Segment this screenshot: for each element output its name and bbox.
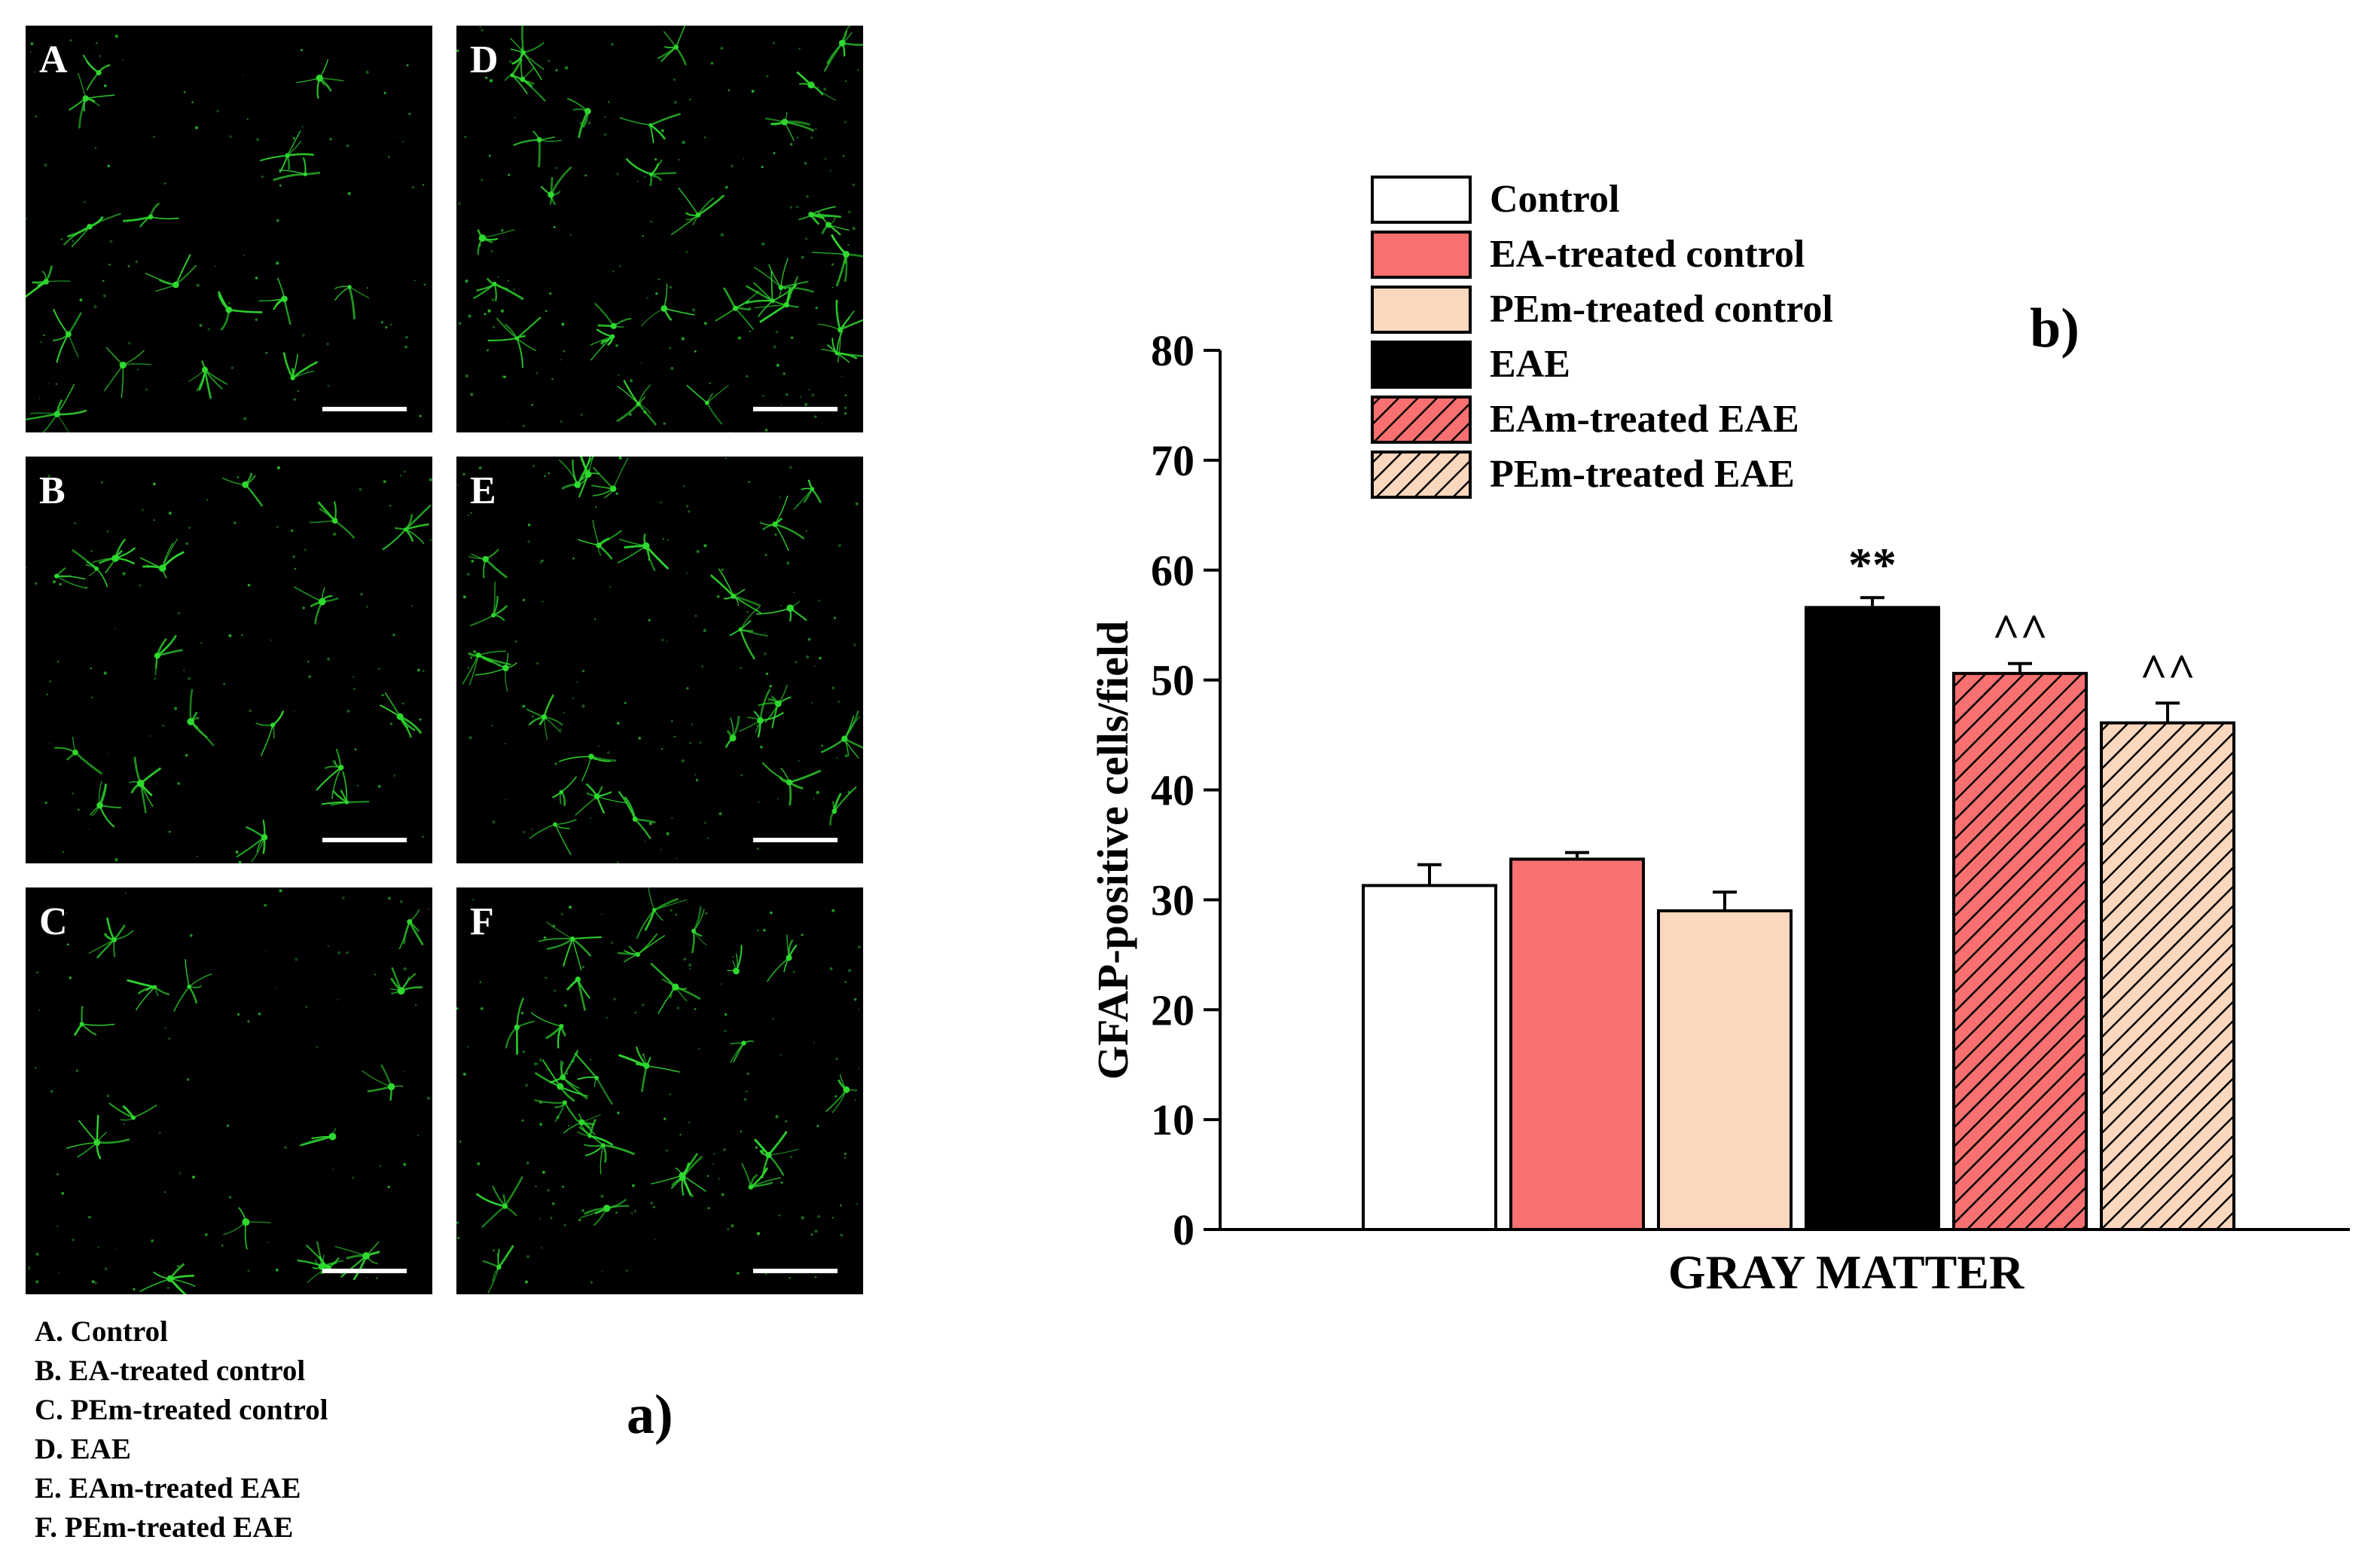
- panel-letter: E: [470, 469, 496, 512]
- bar-chart: 0 10 20 30 40 50 60 70 80 GFAP-positive cells/fie…: [1069, 151, 2365, 1356]
- microscopy-grid: A D B E C F: [26, 26, 863, 1294]
- panel-letter: F: [470, 900, 494, 943]
- micrograph-panel-d: D: [456, 26, 863, 432]
- scale-bar: [753, 1269, 838, 1273]
- legend-label: Control: [1490, 178, 1619, 221]
- y-tick-label: 80: [1151, 326, 1195, 375]
- micrograph-panel-f: F: [456, 887, 863, 1294]
- bar: [1509, 857, 1645, 1231]
- astrocyte-image: [28, 889, 431, 1294]
- caption-item: F. PEm-treated EAE: [35, 1511, 294, 1544]
- y-tick-label: 60: [1151, 546, 1195, 595]
- y-tick-label: 30: [1151, 875, 1195, 924]
- scale-bar: [322, 838, 407, 842]
- micrograph-panel-a: A: [26, 26, 432, 432]
- legend-label: EA-treated control: [1490, 233, 1805, 276]
- y-tick-label: 70: [1151, 436, 1195, 485]
- y-tick-label: 0: [1173, 1205, 1195, 1254]
- bar: [2100, 721, 2235, 1231]
- y-tick-label: 50: [1151, 656, 1195, 705]
- legend-label: EAm-treated EAE: [1490, 398, 1799, 441]
- bar: [1362, 884, 1497, 1231]
- y-tick-label: 40: [1151, 766, 1195, 815]
- panel-a-label: a): [627, 1384, 673, 1446]
- significance-annotation: ^^: [1992, 604, 2048, 658]
- panel-b-label: b): [2030, 298, 2079, 359]
- micrograph-panel-b: B: [26, 457, 432, 863]
- panel-letter: C: [39, 900, 68, 943]
- micrograph-panel-e: E: [456, 457, 863, 863]
- panel-letter: A: [39, 38, 68, 81]
- micrograph-panel-c: C: [26, 887, 432, 1294]
- scale-bar: [322, 1269, 407, 1273]
- legend-swatch: [1371, 286, 1472, 334]
- significance-annotation: ^^: [2140, 643, 2195, 697]
- x-axis-title: GRAY MATTER: [1668, 1245, 2025, 1299]
- panel-letter: D: [470, 38, 499, 81]
- significance-annotation: **: [1848, 538, 1896, 591]
- caption-item: A. Control: [35, 1315, 168, 1348]
- y-tick-label: 20: [1151, 985, 1195, 1034]
- legend-swatch: [1371, 231, 1472, 279]
- caption-item: D. EAE: [35, 1433, 131, 1465]
- legend-label: EAE: [1490, 343, 1570, 386]
- scale-bar: [322, 407, 407, 411]
- legend-swatch: [1371, 176, 1472, 224]
- legend-swatch: [1371, 396, 1472, 444]
- bar: [1952, 671, 2088, 1231]
- y-axis-title: GFAP-positive cells/field: [1088, 621, 1137, 1080]
- legend-swatch: [1371, 341, 1472, 389]
- scale-bar: [753, 407, 838, 411]
- astrocyte-image: [457, 457, 863, 863]
- y-tick-label: 10: [1151, 1095, 1195, 1144]
- bar: [1805, 606, 1940, 1231]
- legend-label: PEm-treated control: [1490, 288, 1833, 331]
- panel-a-caption-list: A. Control B. EA-treated control C. PEm-…: [35, 1312, 487, 1547]
- astrocyte-image: [456, 887, 861, 1294]
- bar: [1657, 909, 1793, 1232]
- scale-bar: [753, 838, 838, 842]
- legend-label: PEm-treated EAE: [1490, 453, 1795, 496]
- astrocyte-image: [456, 26, 863, 432]
- caption-item: C. PEm-treated control: [35, 1394, 328, 1426]
- astrocyte-image: [26, 35, 426, 432]
- panel-letter: B: [39, 469, 66, 512]
- caption-item: E. EAm-treated EAE: [35, 1472, 301, 1504]
- bar-chart-svg: 0 10 20 30 40 50 60 70 80 GFAP-positive cells/fie…: [1088, 176, 2350, 1299]
- legend-swatch: [1371, 451, 1472, 499]
- astrocyte-image: [26, 466, 432, 863]
- caption-item: B. EA-treated control: [35, 1355, 306, 1387]
